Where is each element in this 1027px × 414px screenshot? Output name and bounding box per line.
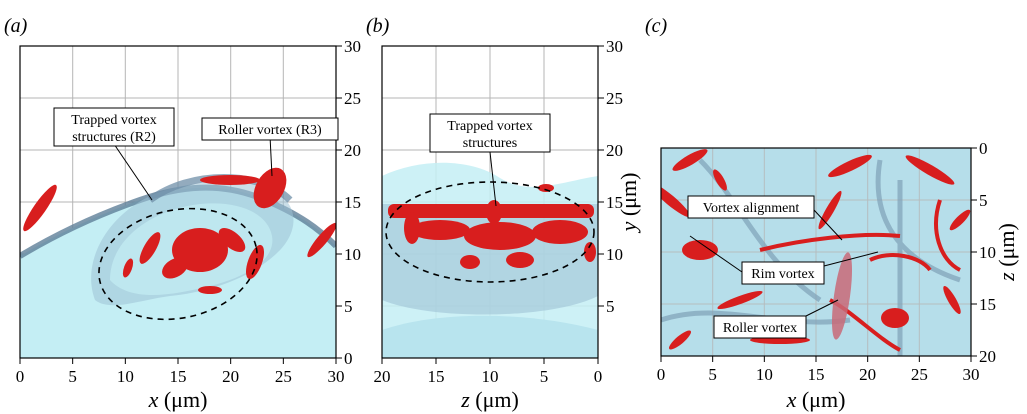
panel-b-annotation-trapped: Trapped vortex structures xyxy=(429,113,551,207)
y-tick-label: 20 xyxy=(606,141,623,160)
x-tick-label: 30 xyxy=(963,365,980,384)
x-tick-label: 15 xyxy=(170,367,187,386)
annotation-line: Trapped vortex xyxy=(71,113,156,128)
y-tick-label: 30 xyxy=(344,37,361,56)
y-tick-label: 25 xyxy=(606,89,623,108)
x-tick-label: 5 xyxy=(540,367,549,386)
panel-b-image xyxy=(382,46,598,358)
y-tick-label: 0 xyxy=(979,139,988,158)
x-tick-label: 15 xyxy=(808,365,825,384)
y-tick-label: 10 xyxy=(344,245,361,264)
x-tick-label: 25 xyxy=(275,367,292,386)
panel-b: (b) xyxy=(366,15,641,412)
y-tick-label: 15 xyxy=(344,193,361,212)
annotation-line: Roller vortex xyxy=(723,321,797,336)
x-tick-label: 5 xyxy=(708,365,717,384)
y-tick-label: 5 xyxy=(606,297,615,316)
panel-b-ylabel: y (μm) xyxy=(616,173,641,234)
x-tick-label: 20 xyxy=(374,367,391,386)
panel-a-xlabel: x (μm) xyxy=(148,387,208,412)
panel-c-label: (c) xyxy=(645,15,668,37)
y-tick-label: 0 xyxy=(344,349,353,368)
panel-a-annotation-trapped: Trapped vortex structures (R2) xyxy=(53,107,175,201)
y-tick-label: 15 xyxy=(979,295,996,314)
annotation-line: structures xyxy=(463,136,517,151)
panel-c: (c) xyxy=(645,15,1019,412)
panel-c-ticks: 0 5 10 15 20 25 30 0 5 10 15 20 xyxy=(657,139,996,384)
x-tick-label: 0 xyxy=(657,365,666,384)
y-tick-label: 30 xyxy=(606,37,623,56)
x-tick-label: 30 xyxy=(328,367,345,386)
x-tick-label: 15 xyxy=(428,367,445,386)
y-tick-label: 20 xyxy=(979,347,996,366)
panel-a-image xyxy=(20,46,336,358)
panel-b-ticks: 20 15 10 5 0 5 10 15 20 25 30 xyxy=(374,37,624,386)
x-tick-label: 10 xyxy=(756,365,773,384)
y-tick-label: 10 xyxy=(606,245,623,264)
y-tick-label: 10 xyxy=(979,243,996,262)
panel-b-xlabel: z (μm) xyxy=(460,387,519,412)
panel-b-label: (b) xyxy=(366,15,390,37)
panel-a-annotation-roller: Roller vortex (R3) xyxy=(201,117,339,177)
y-tick-label: 20 xyxy=(344,141,361,160)
annotation-line: Vortex alignment xyxy=(703,201,800,216)
annotation-line: Roller vortex (R3) xyxy=(218,123,322,138)
x-tick-label: 0 xyxy=(594,367,603,386)
y-tick-label: 15 xyxy=(606,193,623,212)
panel-a-label: (a) xyxy=(4,15,28,37)
panel-c-ylabel: z (μm) xyxy=(994,223,1019,282)
x-tick-label: 0 xyxy=(16,367,25,386)
x-tick-label: 20 xyxy=(222,367,239,386)
panel-c-annotation-roller: Roller vortex xyxy=(713,299,839,339)
annotation-line: structures (R2) xyxy=(72,130,156,145)
panel-c-annotation-rim: Rim vortex xyxy=(689,235,879,285)
x-tick-label: 5 xyxy=(68,367,77,386)
y-tick-label: 5 xyxy=(344,297,353,316)
x-tick-label: 10 xyxy=(482,367,499,386)
annotation-line: Trapped vortex xyxy=(447,119,532,134)
panel-c-image xyxy=(661,148,971,356)
y-tick-label: 25 xyxy=(344,89,361,108)
panel-c-xlabel: x (μm) xyxy=(786,387,846,412)
annotation-line: Rim vortex xyxy=(751,267,814,282)
x-tick-label: 20 xyxy=(859,365,876,384)
y-tick-label: 5 xyxy=(979,191,988,210)
panel-a: (a) xyxy=(4,15,361,412)
x-tick-label: 25 xyxy=(911,365,928,384)
x-tick-label: 10 xyxy=(117,367,134,386)
panel-c-annotation-alignment: Vortex alignment xyxy=(687,195,843,241)
